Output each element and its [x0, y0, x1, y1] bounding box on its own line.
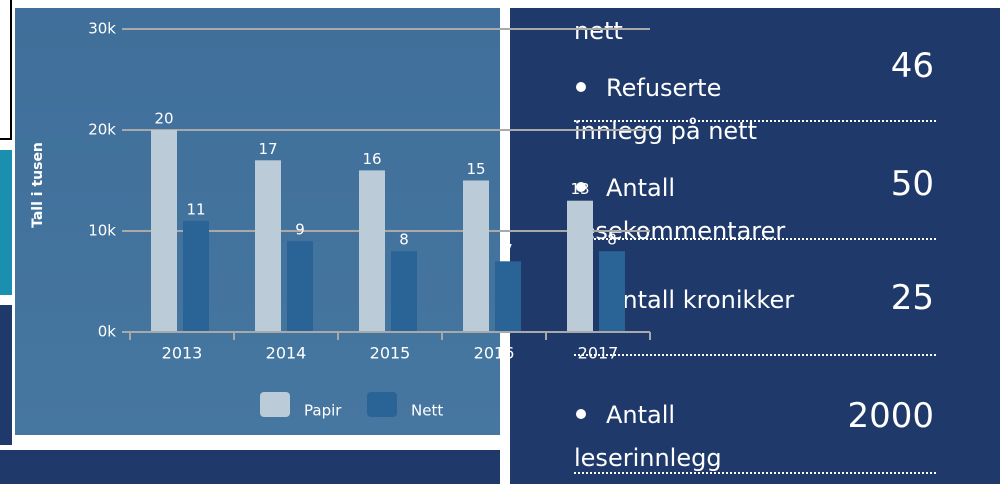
- bottom-strip: [0, 450, 500, 484]
- x-tick-label: 2016: [474, 344, 515, 363]
- side-panel: [0, 305, 12, 445]
- item-value: 50: [890, 164, 934, 204]
- bar: [463, 180, 489, 332]
- y-tick-label: 10k: [88, 222, 116, 240]
- bar: [599, 251, 625, 332]
- data-label: 8: [399, 231, 409, 249]
- separator: [574, 472, 936, 474]
- list-item: Antall leserinnlegg: [574, 394, 806, 480]
- data-label: 16: [362, 150, 381, 168]
- fragment: nett: [574, 17, 623, 45]
- bar: [359, 170, 385, 332]
- y-tick-label: 30k: [88, 20, 116, 38]
- bar: [391, 251, 417, 332]
- data-label: 17: [258, 140, 277, 158]
- legend-label: Nett: [411, 402, 443, 420]
- data-label: 7: [503, 241, 513, 259]
- bar: [183, 220, 209, 332]
- bar: [151, 130, 177, 332]
- bar: [255, 160, 281, 332]
- separator: [574, 238, 936, 240]
- item-label: Antall leserinnlegg: [574, 401, 722, 472]
- y-tick-label: 0k: [98, 323, 117, 341]
- data-label: 8: [607, 231, 617, 249]
- x-tick-label: 2015: [370, 344, 411, 363]
- bar: [287, 241, 313, 332]
- data-label: 13: [570, 180, 589, 198]
- data-label: 20: [154, 110, 173, 128]
- data-label: 11: [186, 200, 205, 218]
- legend-swatch: [260, 392, 290, 417]
- x-tick-label: 2014: [266, 344, 307, 363]
- y-tick-label: 20k: [88, 121, 116, 139]
- data-label: 15: [466, 160, 485, 178]
- side-panel: [0, 150, 12, 295]
- frame: [0, 0, 12, 140]
- item-label: Antall kronikker: [606, 286, 795, 314]
- item-value: 25: [890, 278, 934, 318]
- item-value: 46: [890, 46, 934, 86]
- x-tick-label: 2017: [578, 344, 619, 363]
- legend-label: Papir: [304, 402, 342, 420]
- y-axis-label: Tall i tusen: [30, 142, 46, 228]
- separator: [574, 354, 936, 356]
- bar: [567, 200, 593, 332]
- item-value: 2000: [847, 396, 934, 436]
- separator: [574, 120, 936, 122]
- x-tick-label: 2013: [162, 344, 203, 363]
- legend-swatch: [367, 392, 397, 417]
- data-label: 9: [295, 221, 305, 239]
- bar: [495, 261, 521, 332]
